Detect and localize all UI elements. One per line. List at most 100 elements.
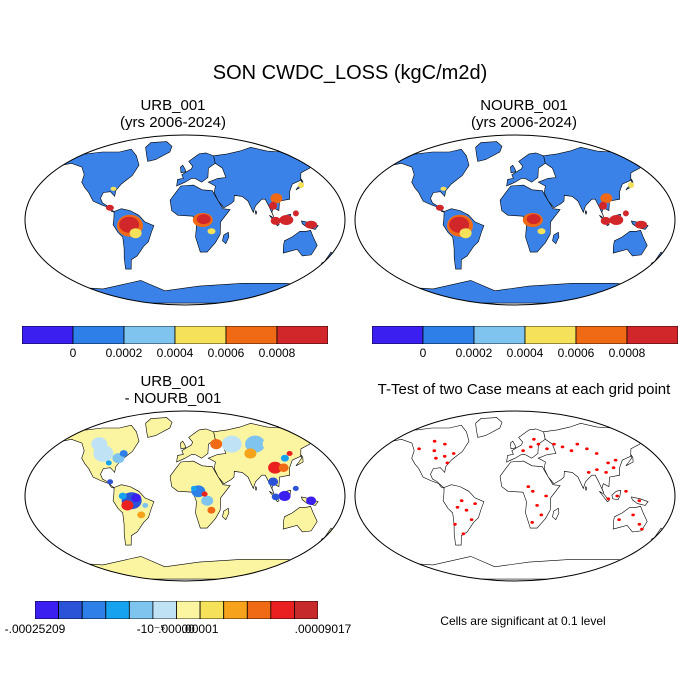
- island-uk: [510, 440, 517, 450]
- significant-cell-40: [637, 499, 642, 503]
- significant-cell-38: [615, 494, 619, 498]
- southeast-us-region: [110, 186, 117, 191]
- significant-cell-44: [637, 522, 642, 526]
- significant-cell-23: [575, 442, 580, 446]
- map-ttest: [354, 410, 676, 582]
- significant-cell-28: [613, 458, 618, 462]
- colorbar-box-11: [293, 601, 318, 619]
- colorbar-box-2: [473, 326, 526, 344]
- colorbar-box-1: [422, 326, 475, 344]
- continent-greenland: [475, 417, 503, 438]
- colorbar-box-5: [276, 326, 328, 344]
- significant-cell-32: [531, 489, 535, 493]
- significant-cell-37: [530, 521, 534, 524]
- significant-cell-34: [539, 513, 544, 517]
- colorbar-box-4: [225, 326, 278, 344]
- diff-region-6: [121, 500, 134, 511]
- colorbar-diff: [35, 601, 318, 619]
- congo-hot-region: [526, 214, 541, 225]
- diff-region-4: [105, 460, 112, 466]
- continent-greenland: [145, 417, 173, 438]
- panel-diff-line2: - NOURB_001: [124, 390, 222, 407]
- island-sri-lanka: [254, 209, 258, 216]
- diff-region-13: [201, 491, 208, 497]
- island-sri-lanka: [584, 209, 588, 216]
- map-diff: [24, 410, 346, 582]
- significant-cell-24: [585, 447, 589, 451]
- island-sri-lanka: [584, 485, 588, 492]
- diff-region-25: [278, 490, 291, 502]
- diff-region-24: [286, 450, 293, 457]
- indochina-region: [599, 201, 608, 210]
- colorbar-nourb: [372, 326, 678, 344]
- diff-region-3: [119, 450, 128, 457]
- diff-region-31: [107, 479, 114, 485]
- panel-diff-line1: URB_001: [140, 373, 206, 390]
- island-uk: [180, 164, 187, 174]
- diff-region-2: [91, 437, 108, 451]
- significant-cell-6: [432, 439, 437, 443]
- map-nourb: [354, 134, 676, 306]
- panel-nourb-title: NOURB_001 (yrs 2006-2024): [359, 97, 689, 131]
- map-urb: [24, 134, 346, 306]
- significant-cell-11: [469, 518, 474, 521]
- diff-region-22: [268, 477, 279, 487]
- continent-europe: [506, 152, 546, 187]
- panel-ttest-title: T-Test of two Case means at each grid po…: [377, 381, 671, 398]
- continent-australia: [282, 230, 318, 257]
- colorbar-diff-label-2: .00000: [158, 622, 195, 636]
- south-china-region: [270, 193, 283, 204]
- colorbar-nourb-label-3: 0.0006: [557, 346, 595, 360]
- significant-cell-4: [445, 461, 450, 465]
- colorbar-urb-label-3: 0.0006: [207, 346, 245, 360]
- colorbar-nourb-label-0: 0: [419, 346, 427, 360]
- significant-cell-1: [432, 449, 437, 453]
- south-china-region: [600, 193, 613, 204]
- continent-north-america: [390, 424, 470, 489]
- significant-cell-13: [461, 532, 466, 536]
- significant-cell-10: [464, 508, 469, 512]
- diff-region-26: [271, 493, 280, 501]
- diff-region-14: [190, 485, 197, 491]
- colorbar-box-4: [575, 326, 628, 344]
- significant-cell-43: [631, 513, 635, 517]
- significant-cell-30: [595, 468, 599, 471]
- significant-cell-45: [640, 527, 644, 531]
- diff-region-21: [278, 463, 289, 472]
- congo-hot-region: [196, 214, 211, 225]
- land-layer: [387, 141, 665, 304]
- colorbar-box-3: [174, 326, 227, 344]
- japan-region: [298, 182, 305, 189]
- colorbar-box-2: [123, 326, 176, 344]
- diff-region-7: [131, 493, 142, 503]
- colorbar-box-1: [72, 326, 125, 344]
- colorbar-box-0: [372, 326, 424, 344]
- panel-nourb-years: (yrs 2006-2024): [471, 114, 577, 131]
- colorbar-urb: [22, 326, 328, 344]
- significant-cell-36: [544, 494, 548, 498]
- new-guinea-region: [635, 220, 648, 229]
- significant-cell-15: [521, 449, 525, 453]
- island-uk: [180, 440, 187, 450]
- island-madagascar: [222, 507, 230, 521]
- diff-region-17: [262, 437, 279, 451]
- colorbar-diff-label-0: -.00025209: [4, 622, 66, 636]
- significant-cell-17: [536, 442, 541, 446]
- significant-cell-14: [473, 502, 477, 505]
- colorbar-diff-label-3: .00001: [181, 622, 219, 636]
- colorbar-box-5: [626, 326, 678, 344]
- diff-region-30: [142, 502, 149, 508]
- diff-region-28: [292, 485, 299, 491]
- diff-region-16: [245, 435, 266, 453]
- panel-urb-case: URB_001: [140, 97, 206, 114]
- significant-cell-26: [606, 461, 610, 465]
- island-sri-lanka: [254, 485, 258, 492]
- significant-cell-12: [453, 522, 457, 526]
- significant-cell-20: [552, 442, 556, 446]
- significant-cell-3: [442, 454, 447, 458]
- zambia-mid-region: [207, 228, 216, 235]
- colorbar-urb-labels: 0 0.0002 0.0004 0.0006 0.0008: [22, 346, 328, 362]
- colorbar-box-0: [22, 326, 74, 344]
- island-madagascar: [552, 231, 560, 245]
- significant-cell-33: [535, 504, 539, 507]
